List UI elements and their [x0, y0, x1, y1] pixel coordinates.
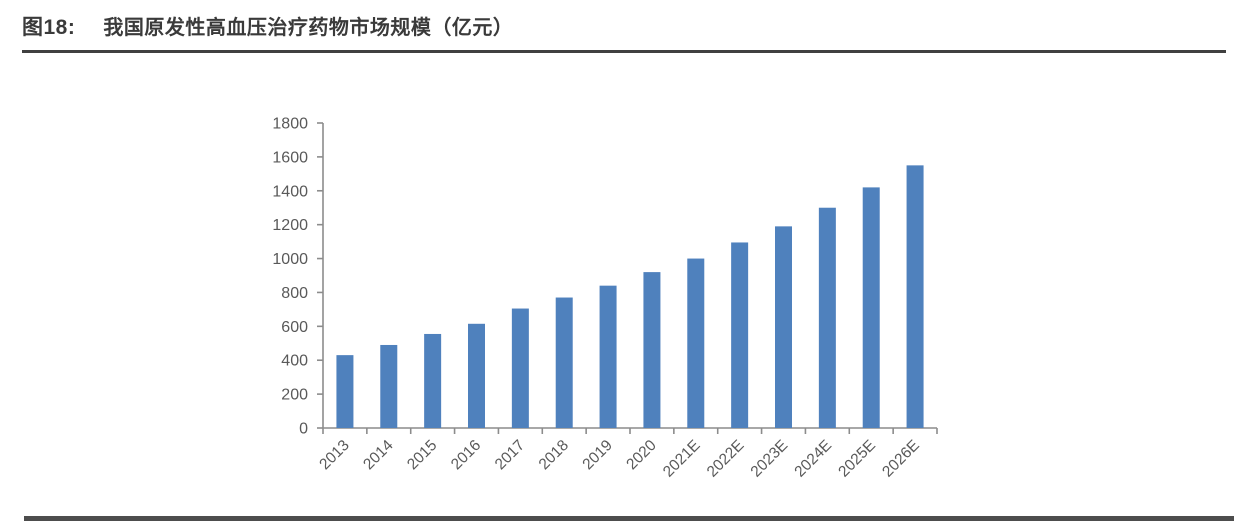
market-size-bar-chart: 0 200 400 600 800 1000 1200 1400 1600 1800 2013 201… [250, 100, 960, 515]
y-axis-tick-label: 1000 [272, 251, 308, 268]
x-axis-tick-label: 2014 [360, 437, 397, 474]
y-axis-tick-label: 0 [299, 421, 308, 438]
x-axis-tick-label: 2015 [404, 437, 440, 473]
bar-2020 [643, 272, 661, 428]
bottom-divider-rule [24, 516, 1234, 521]
bar-2016 [468, 323, 485, 428]
x-axis-tick-label: 2026E [879, 437, 923, 481]
bar-2022E [731, 242, 749, 428]
x-axis-tick-label: 2013 [316, 437, 352, 473]
title-divider-rule [22, 50, 1226, 53]
x-axis-tick-label: 2020 [623, 437, 660, 474]
x-axis-tick-label: 2022E [704, 437, 748, 481]
bar-2019 [599, 285, 617, 428]
x-axis-tick-label: 2016 [448, 437, 484, 473]
bar-2014 [380, 344, 398, 428]
x-axis-tick-label: 2024E [791, 437, 835, 481]
y-axis-tick-label: 600 [281, 319, 308, 336]
y-axis-tick-label: 1200 [272, 217, 308, 234]
bar-2017 [511, 308, 529, 428]
y-axis-tick-label: 1600 [272, 149, 308, 166]
figure-number-label: 图18: [22, 16, 76, 39]
bar-2021E [687, 258, 705, 428]
y-axis-tick-label: 400 [281, 353, 308, 370]
y-axis-tick-label: 1400 [272, 183, 308, 200]
x-axis-tick-label: 2018 [536, 437, 572, 473]
x-axis-tick-label: 2021E [660, 437, 704, 481]
bar-2023E [775, 226, 792, 428]
bar-2015 [424, 333, 442, 428]
y-axis-tick-label: 800 [281, 285, 308, 302]
y-axis-tick-label: 200 [281, 387, 308, 404]
bar-2024E [818, 207, 836, 428]
x-axis-tick-label: 2019 [579, 437, 615, 473]
x-axis-tick-label: 2017 [492, 437, 528, 473]
y-axis-tick-label: 1800 [272, 116, 308, 133]
x-axis-tick-label: 2025E [835, 437, 879, 481]
bar-2013 [336, 355, 354, 428]
figure-header: 图18: 我国原发性高血压治疗药物市场规模（亿元） [22, 11, 513, 41]
bar-2026E [906, 165, 924, 428]
bar-2018 [555, 297, 573, 428]
x-axis-tick-label: 2023E [748, 437, 792, 481]
figure-title: 我国原发性高血压治疗药物市场规模（亿元） [103, 17, 514, 39]
bar-2025E [862, 187, 880, 428]
